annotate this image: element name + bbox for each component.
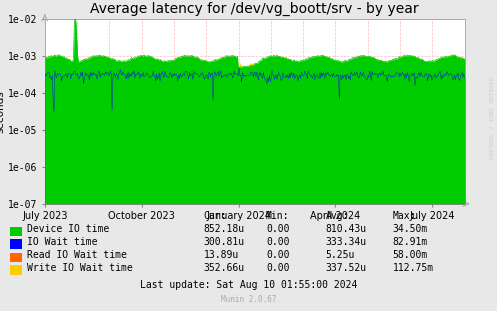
Y-axis label: seconds: seconds [0, 90, 5, 132]
Text: 0.00: 0.00 [266, 237, 289, 247]
Text: 300.81u: 300.81u [204, 237, 245, 247]
Text: 852.18u: 852.18u [204, 224, 245, 234]
Text: Avg:: Avg: [326, 211, 349, 221]
Text: 810.43u: 810.43u [326, 224, 367, 234]
Text: Min:: Min: [266, 211, 289, 221]
Text: 333.34u: 333.34u [326, 237, 367, 247]
Text: 352.66u: 352.66u [204, 262, 245, 272]
Text: Write IO Wait time: Write IO Wait time [27, 262, 133, 272]
Text: RRDTOOL / TOBI OETIKER: RRDTOOL / TOBI OETIKER [490, 77, 495, 160]
Text: IO Wait time: IO Wait time [27, 237, 98, 247]
Text: Last update: Sat Aug 10 01:55:00 2024: Last update: Sat Aug 10 01:55:00 2024 [140, 280, 357, 290]
Text: 5.25u: 5.25u [326, 250, 355, 260]
Text: Cur:: Cur: [204, 211, 227, 221]
Text: Max:: Max: [393, 211, 416, 221]
Text: 58.00m: 58.00m [393, 250, 428, 260]
Text: 0.00: 0.00 [266, 250, 289, 260]
Text: Read IO Wait time: Read IO Wait time [27, 250, 127, 260]
Text: 0.00: 0.00 [266, 262, 289, 272]
Text: Device IO time: Device IO time [27, 224, 109, 234]
Text: 82.91m: 82.91m [393, 237, 428, 247]
Text: 0.00: 0.00 [266, 224, 289, 234]
Text: 337.52u: 337.52u [326, 262, 367, 272]
Title: Average latency for /dev/vg_boott/srv - by year: Average latency for /dev/vg_boott/srv - … [90, 2, 419, 16]
Text: 112.75m: 112.75m [393, 262, 434, 272]
Text: Munin 2.0.67: Munin 2.0.67 [221, 295, 276, 304]
Text: 13.89u: 13.89u [204, 250, 239, 260]
Text: 34.50m: 34.50m [393, 224, 428, 234]
